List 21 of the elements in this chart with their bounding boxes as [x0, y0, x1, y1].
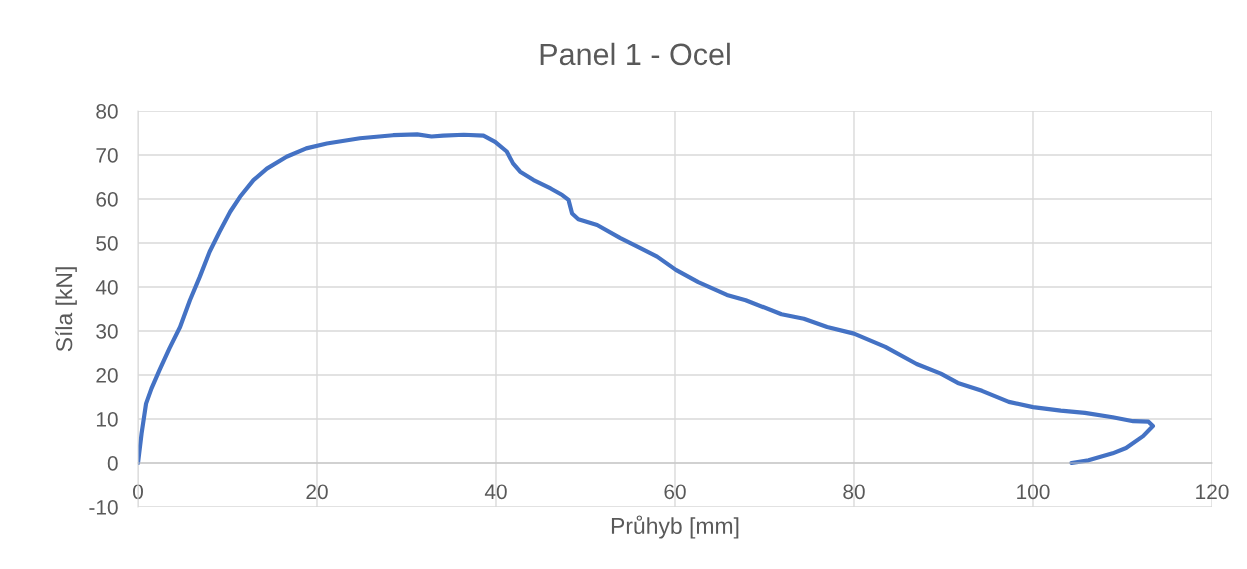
- y-tick-label: 80: [96, 104, 118, 119]
- y-tick-label: 0: [107, 456, 118, 471]
- x-tick-label: 60: [664, 484, 686, 500]
- x-tick-label: 40: [484, 484, 507, 500]
- y-tick-label: 10: [96, 412, 118, 427]
- line-series: [138, 132, 1156, 466]
- y-tick-label: 60: [96, 192, 118, 207]
- x-axis-title: Průhyb [mm]: [611, 515, 739, 539]
- x-tick-label: 120: [1196, 484, 1229, 500]
- x-tick-label: 0: [133, 484, 143, 500]
- x-tick-label: 80: [843, 484, 865, 500]
- y-axis-title: Síla [kN]: [55, 267, 77, 352]
- x-tick-label: 100: [1017, 484, 1050, 500]
- y-tick-label: 30: [96, 324, 118, 339]
- chart-title: Panel 1 - Ocel: [540, 42, 730, 66]
- y-tick-label: -10: [89, 500, 118, 515]
- x-tick-label: 20: [306, 484, 328, 500]
- y-tick-label: 40: [95, 280, 118, 295]
- y-tick-label: 70: [96, 148, 118, 163]
- y-tick-label: 50: [96, 236, 118, 251]
- y-tick-label: 20: [96, 368, 118, 383]
